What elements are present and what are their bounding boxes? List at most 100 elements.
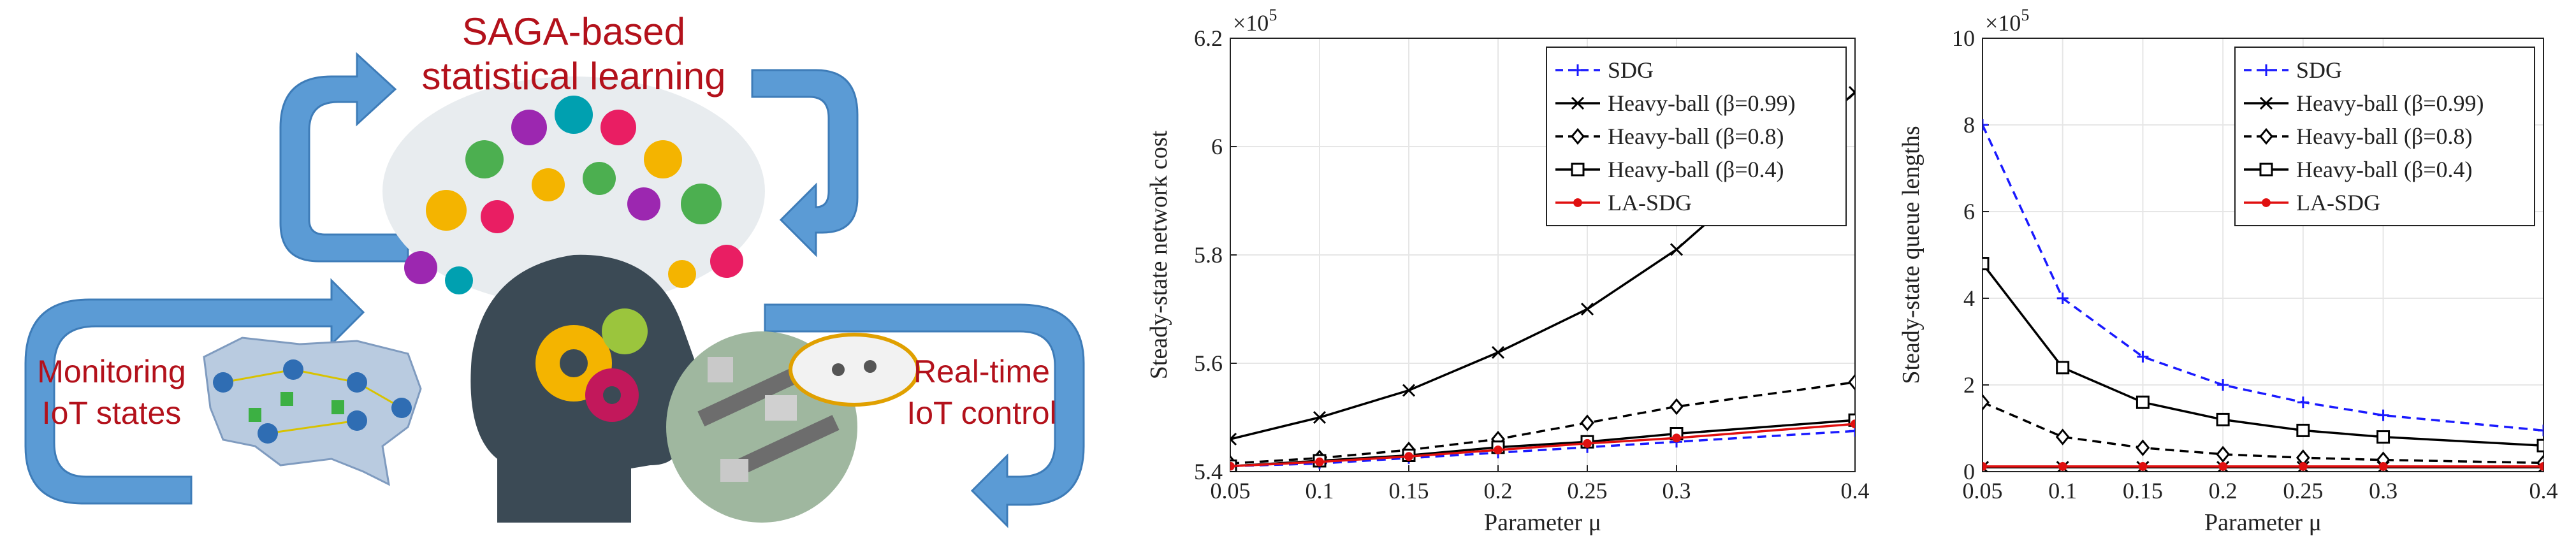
cost-chart-xlabel: Parameter μ: [1484, 509, 1601, 536]
queue-chart-axes-box: [1982, 38, 2544, 472]
cost-chart-ytick-label: 5.4: [1194, 459, 1223, 484]
queue-chart-ytick-label: 2: [1963, 372, 1975, 398]
cost-chart-xtick-label: 0.1: [1306, 478, 1334, 503]
icon-cloud: [404, 96, 743, 294]
cost-chart-legend-marker: [1571, 163, 1585, 177]
queue-length-chart: 0.05 0.1 0.15 0.2 0.25 0.3 0.4 0 2 4 6 8 10 ×105 Param…: [1887, 0, 2576, 547]
cost-chart-ylabel: Steady-state network cost: [1146, 130, 1172, 379]
cost-chart-legend-label: Heavy-ball (β=0.4): [1608, 157, 1784, 182]
monitoring-label-line1: Monitoring: [37, 354, 186, 389]
queue-chart-data-point: [1983, 257, 1990, 271]
queue-chart-data-point: [2137, 351, 2149, 363]
queue-chart-data-point: [2377, 409, 2389, 421]
monitoring-label-line2: IoT states: [42, 395, 182, 431]
queue-chart-legend-label: Heavy-ball (β=0.99): [2296, 90, 2484, 116]
diagram-title-line2: statistical learning: [422, 55, 726, 98]
queue-chart-data-point: [1983, 461, 1990, 472]
cost-chart-xtick-label: 0.4: [1841, 478, 1870, 503]
queue-chart-legend-marker: [2259, 163, 2273, 177]
queue-chart-scale-exponent: 5: [2021, 6, 2029, 24]
us-map-image: [203, 337, 422, 486]
network-cost-chart-svg: 0.05 0.1 0.15 0.2 0.25 0.3 0.4 5.4 5.6 5.8 6 6.2 ×10…: [1146, 6, 1870, 536]
cost-chart-legend-marker: [1573, 198, 1582, 207]
queue-chart-legend-marker: [2259, 96, 2273, 110]
queue-chart-legend-label: SDG: [2296, 57, 2342, 83]
queue-chart-xtick-label: 0.05: [1963, 478, 2003, 503]
cost-chart-ytick-label: 5.8: [1194, 242, 1223, 268]
cost-chart-data-point: [1848, 373, 1855, 391]
queue-chart-series-line: [1983, 401, 2543, 465]
queue-chart-legend-marker: [2262, 198, 2271, 207]
queue-chart-series-3: [1983, 257, 2543, 452]
cost-chart-scale-exponent: 5: [1269, 6, 1277, 24]
cost-chart-data-point: [1230, 461, 1235, 471]
queue-chart-ytick-label: 4: [1963, 286, 1975, 311]
queue-chart-data-point: [2136, 439, 2150, 456]
cost-chart-xtick-label: 0.05: [1211, 478, 1251, 503]
queue-chart-xlabel: Parameter μ: [2204, 509, 2322, 536]
cost-chart-legend: SDG Heavy-ball (β=0.99) Heavy-ball (β=0.8)…: [1546, 47, 1847, 226]
queue-chart-series-0: [1983, 119, 2543, 437]
cost-chart-data-point: [1848, 413, 1855, 427]
queue-chart-legend-marker: [2259, 127, 2273, 145]
queue-chart-data-point: [2216, 412, 2230, 426]
arrow-top-left: [279, 52, 409, 263]
queue-chart-legend-label: Heavy-ball (β=0.4): [2296, 157, 2473, 182]
queue-chart-ytick-label: 0: [1963, 459, 1975, 484]
cost-chart-legend-label: SDG: [1608, 57, 1654, 83]
cost-chart-xtick-label: 0.2: [1484, 478, 1513, 503]
arrow-bottom-right: [764, 303, 1085, 528]
queue-chart-series-2: [1983, 394, 2543, 472]
queue-chart-data-point: [2538, 424, 2543, 437]
queue-chart-data-point: [2217, 379, 2229, 391]
cost-chart-data-point: [1670, 398, 1684, 416]
cost-chart-xtick-label: 0.25: [1568, 478, 1608, 503]
cost-chart-legend-label: Heavy-ball (β=0.99): [1608, 90, 1796, 116]
queue-chart-data-point: [1983, 394, 1990, 411]
cost-chart-legend-marker: [1572, 64, 1583, 76]
queue-chart-data-point: [2058, 461, 2067, 471]
cost-chart-series-4: [1230, 419, 1855, 471]
queue-chart-data-point: [2138, 461, 2148, 471]
queue-chart-data-point: [2376, 430, 2390, 444]
cost-chart-series-1: [1230, 85, 1855, 446]
queue-chart-data-point: [2536, 438, 2543, 452]
cost-chart-xtick-label: 0.3: [1663, 478, 1691, 503]
cost-chart-data-point: [1404, 452, 1413, 461]
cost-chart-legend-label: Heavy-ball (β=0.8): [1608, 124, 1784, 149]
cost-chart-data-point: [1494, 445, 1503, 454]
queue-chart-data-point: [2296, 423, 2310, 437]
concept-diagram-svg: SAGA-based statistical learning Monitori…: [24, 10, 1085, 528]
queue-chart-legend-label: LA-SDG: [2296, 190, 2380, 215]
cost-chart-xtick-label: 0.15: [1389, 478, 1429, 503]
queue-chart-xtick-label: 0.2: [2209, 478, 2238, 503]
concept-diagram: SAGA-based statistical learning Monitori…: [0, 0, 1147, 547]
cost-chart-data-point: [1402, 384, 1416, 397]
queue-chart-xtick-label: 0.1: [2048, 478, 2077, 503]
cost-chart-ytick-label: 6.2: [1194, 25, 1223, 51]
cost-chart-data-point: [1580, 302, 1594, 316]
queue-chart-xtick-label: 0.25: [2283, 478, 2323, 503]
cost-chart-scale-label: ×105: [1233, 6, 1277, 36]
queue-chart-xtick-label: 0.3: [2369, 478, 2398, 503]
cost-chart-data-point: [1848, 85, 1855, 99]
queue-chart-data-point: [2136, 395, 2150, 409]
arrow-top-right: [751, 69, 859, 257]
cycle-arrows: [24, 52, 1085, 528]
cost-chart-ytick-label: 5.6: [1194, 351, 1223, 376]
brain-head-image: [382, 76, 765, 523]
queue-chart-data-point: [2056, 293, 2069, 304]
queue-chart-data-point: [1983, 119, 1988, 131]
queue-chart-ytick-label: 6: [1963, 199, 1975, 224]
arrow-bottom-left: [24, 278, 365, 505]
queue-chart-xtick-label: 0.15: [2123, 478, 2163, 503]
queue-chart-data-point: [1983, 461, 1987, 471]
queue-chart-data-point: [2539, 461, 2543, 471]
queue-chart-data-point: [2056, 361, 2070, 375]
cost-chart-legend-marker: [1571, 96, 1585, 110]
queue-chart-data-point: [2055, 428, 2070, 445]
queue-chart-series-4: [1983, 461, 2543, 471]
queue-length-chart-svg: 0.05 0.1 0.15 0.2 0.25 0.3 0.4 0 2 4 6 8 10 ×105 Param…: [1898, 6, 2558, 536]
cost-chart-data-point: [1849, 425, 1855, 437]
cost-chart-legend-label: LA-SDG: [1608, 190, 1692, 215]
